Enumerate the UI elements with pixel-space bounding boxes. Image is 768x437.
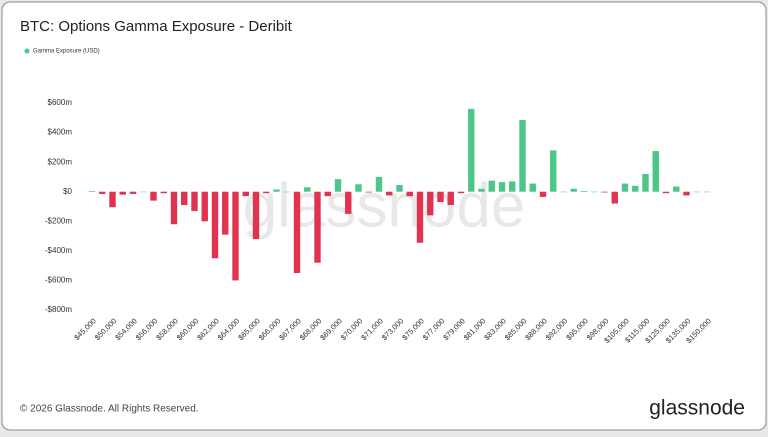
y-tick-label: -$800m [45, 305, 72, 314]
bar [375, 176, 383, 192]
bar [304, 187, 311, 192]
chart-title: BTC: Options Gamma Exposure - Deribit [20, 18, 293, 35]
bar [355, 184, 362, 192]
bar [498, 182, 506, 192]
bar [129, 191, 137, 194]
y-tick-label: -$400m [45, 246, 72, 255]
bar [580, 190, 588, 192]
bar [601, 191, 608, 193]
bar [191, 191, 198, 211]
bar [478, 188, 485, 192]
bar [611, 191, 618, 204]
bar [263, 191, 270, 194]
bar [324, 191, 331, 197]
bar [468, 108, 475, 192]
bar [591, 191, 598, 193]
y-tick-label: -$600m [45, 276, 72, 285]
y-tick-label: $200m [48, 157, 73, 166]
bar [406, 191, 413, 197]
bar [242, 191, 249, 197]
bar [416, 191, 424, 243]
bar [488, 180, 495, 192]
bar [550, 150, 557, 192]
bar [365, 191, 372, 193]
legend-marker [24, 48, 30, 54]
bar [621, 183, 629, 192]
bar [386, 191, 393, 196]
bar [560, 191, 567, 193]
y-tick-label: $600m [48, 98, 73, 107]
bar [273, 189, 280, 192]
bar [99, 191, 106, 194]
y-tick-label: -$200m [45, 216, 72, 225]
bar [652, 151, 659, 192]
bar [427, 191, 434, 216]
watermark: glassnode [243, 171, 526, 240]
bar [140, 191, 147, 193]
bar [119, 191, 126, 195]
bar [509, 181, 516, 192]
bar [160, 191, 167, 194]
bar [181, 191, 188, 206]
bar [683, 191, 690, 196]
bar [539, 191, 547, 197]
bar [334, 179, 342, 192]
bar [642, 173, 649, 192]
bar [662, 191, 670, 194]
bar [457, 191, 465, 194]
legend-label: Gamma Exposure (USD) [33, 49, 100, 55]
footer: © 2026 Glassnode. All Rights Reserved. [20, 404, 199, 415]
bar [283, 191, 290, 193]
bar [314, 191, 321, 263]
bar [632, 185, 639, 192]
bar [170, 191, 178, 225]
bar [293, 191, 301, 274]
bar [519, 120, 526, 192]
bar [232, 191, 239, 281]
bar [529, 183, 536, 192]
bar [211, 191, 219, 259]
bar [252, 191, 260, 240]
bar [447, 191, 454, 206]
bar [673, 186, 680, 192]
bar [222, 191, 229, 235]
bar [437, 191, 444, 203]
bar [693, 191, 700, 193]
bar [703, 191, 711, 193]
bar [88, 190, 96, 192]
bar [570, 188, 577, 192]
bar [150, 191, 157, 201]
bar [109, 191, 116, 208]
y-tick-label: $0 [63, 187, 72, 196]
bar [396, 185, 403, 192]
bar [345, 191, 352, 214]
logo: glassnode [649, 397, 745, 420]
bar [201, 191, 208, 222]
y-tick-label: $400m [48, 128, 73, 137]
